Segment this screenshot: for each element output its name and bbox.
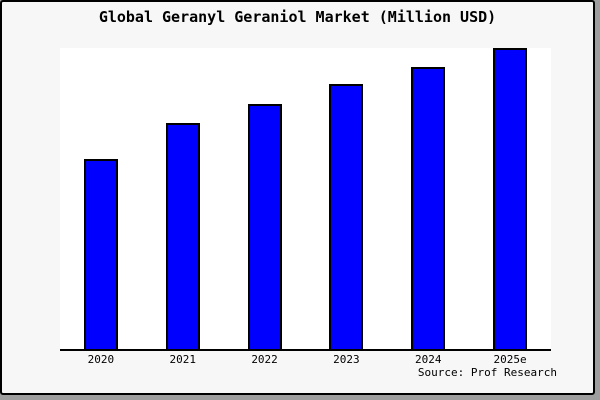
bar — [411, 67, 446, 349]
bar — [247, 104, 282, 349]
x-tick-label: 2023 — [333, 353, 360, 366]
bar-slot — [224, 48, 306, 349]
chart-title: Global Geranyl Geraniol Market (Million … — [98, 8, 497, 26]
x-tick-label: 2025e — [493, 353, 527, 366]
x-tick-label: 2022 — [251, 353, 278, 366]
x-axis-tick-labels: 2020 2021 2022 2023 2024 2025e — [60, 353, 551, 367]
bar-slot — [469, 48, 551, 349]
bar-slot — [60, 48, 142, 349]
x-tick-label: 2021 — [169, 353, 196, 366]
bar — [329, 84, 364, 349]
bar-slot — [305, 48, 387, 349]
bar — [493, 48, 528, 349]
figure-frame: Global Geranyl Geraniol Market (Million … — [0, 0, 595, 395]
plot-area — [60, 48, 551, 351]
bar-series — [60, 48, 551, 349]
bar-slot — [142, 48, 224, 349]
source-note: Source: Prof Research — [417, 366, 557, 379]
x-tick-label: 2024 — [414, 353, 442, 366]
bar-slot — [387, 48, 469, 349]
bar — [165, 123, 200, 349]
x-tick-label: 2020 — [87, 353, 115, 366]
bar — [83, 159, 118, 349]
